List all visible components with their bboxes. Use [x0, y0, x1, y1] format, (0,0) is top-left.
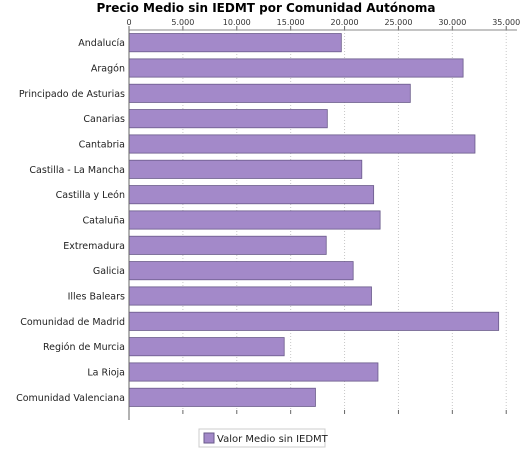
bar: [128, 311, 500, 331]
bar: [128, 387, 316, 407]
x-tick-label: 0: [126, 18, 131, 27]
bar: [128, 235, 327, 255]
category-label: Comunidad de Madrid: [20, 317, 125, 328]
bar: [128, 210, 381, 230]
bar: [128, 286, 372, 306]
legend-label: Valor Medio sin IEDMT: [217, 434, 329, 445]
bar: [128, 134, 476, 154]
x-tick-label: 10.000: [223, 18, 251, 27]
category-label: Aragón: [91, 64, 125, 75]
category-label: Cataluña: [82, 216, 125, 227]
category-label: La Rioja: [87, 368, 125, 379]
chart-title: Precio Medio sin IEDMT por Comunidad Aut…: [97, 1, 436, 15]
legend-swatch: [203, 432, 215, 444]
category-label: Cantabria: [79, 140, 125, 151]
bar: [128, 159, 363, 179]
category-label: Galicia: [93, 266, 125, 277]
bar: [128, 362, 379, 382]
x-tick-label: 25.000: [384, 18, 412, 27]
bar: [128, 109, 328, 129]
category-label: Andalucía: [78, 38, 125, 49]
x-tick-label: 20.000: [331, 18, 359, 27]
bar: [128, 185, 375, 205]
bar: [128, 261, 354, 281]
legend-box: [198, 428, 326, 448]
category-label: Illes Balears: [68, 292, 125, 303]
legend: Valor Medio sin IEDMT: [198, 428, 329, 448]
category-label: Extremadura: [63, 241, 125, 252]
x-tick-label: 30.000: [438, 18, 466, 27]
category-label: Principado de Asturias: [19, 89, 125, 100]
bar: [128, 58, 464, 78]
bars: [128, 33, 500, 407]
category-label: Comunidad Valenciana: [16, 393, 125, 404]
category-label: Castilla - La Mancha: [29, 165, 125, 176]
bar: [128, 337, 285, 357]
x-tick-label: 5.000: [171, 18, 194, 27]
category-label: Canarias: [83, 114, 125, 125]
category-labels: Andalucía Aragón Principado de Asturias Can…: [16, 38, 125, 404]
x-axis-ticks: 0 5.000 10.000 15.000 20.000 25.000 30.000 35.0…: [126, 18, 520, 414]
bar: [128, 83, 411, 103]
category-label: Castilla y León: [56, 190, 125, 201]
x-tick-label: 35.000: [492, 18, 520, 27]
bar: [128, 33, 342, 53]
x-tick-label: 15.000: [277, 18, 305, 27]
category-label: Región de Murcia: [43, 342, 125, 353]
